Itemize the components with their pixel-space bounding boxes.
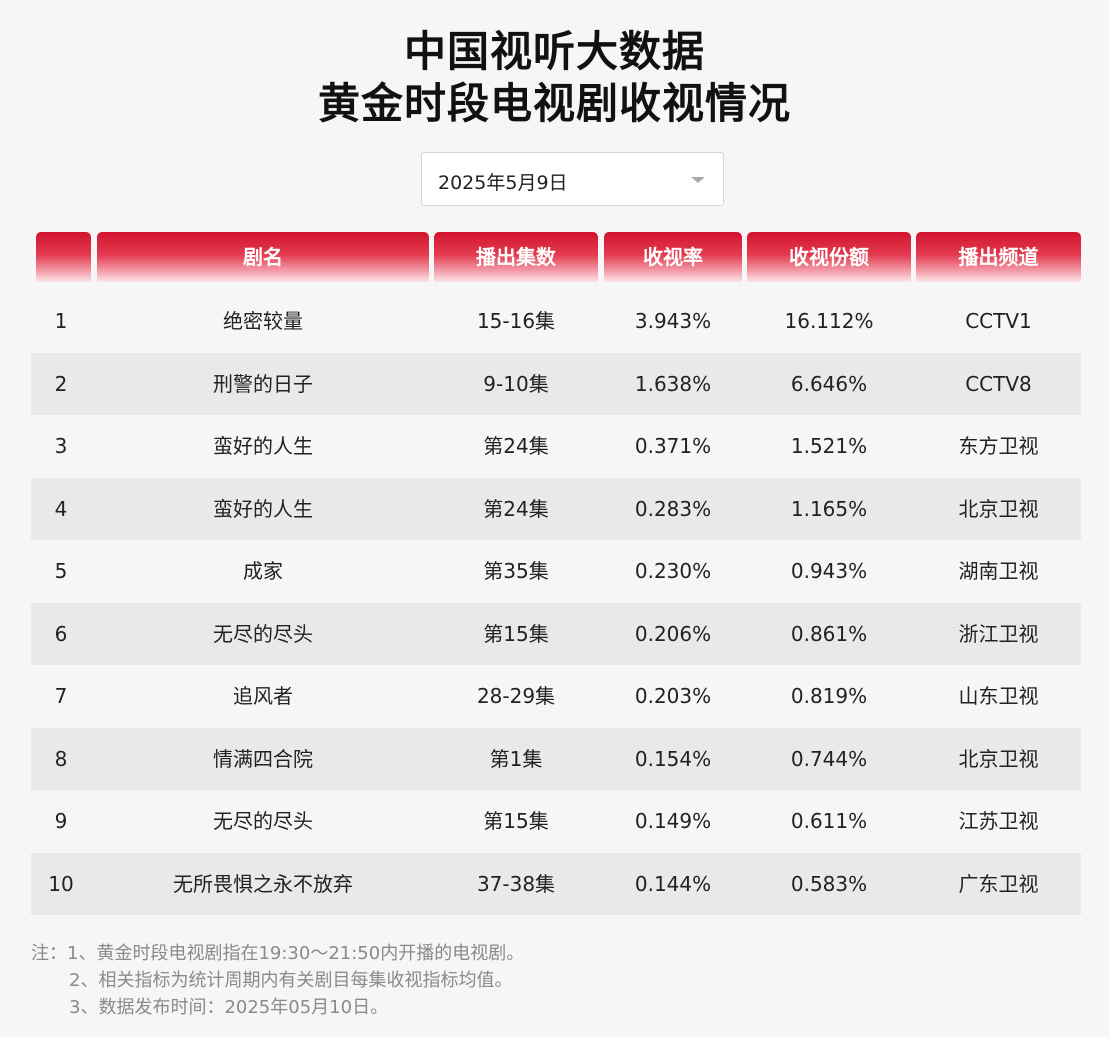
cell-rating: 0.144% (634, 871, 712, 896)
table-row: 9 无尽的尽头 第15集 0.149% 0.611% 江苏卫视 (31, 790, 1081, 853)
cell-rating: 0.230% (634, 559, 712, 583)
table-row: 7 追风者 28-29集 0.203% 0.819% 山东卫视 (31, 665, 1081, 728)
date-select[interactable]: 2025年5月9日 (421, 152, 724, 206)
table-row: 3 蛮好的人生 第24集 0.371% 1.521% 东方卫视 (31, 415, 1081, 478)
cell-episodes: 第15集 (483, 621, 549, 646)
table-row: 1 绝密较量 15-16集 3.943% 16.112% CCTV1 (31, 290, 1081, 353)
cell-rating: 0.154% (634, 746, 712, 771)
cell-share: 0.611% (790, 809, 868, 833)
cell-title: 蛮好的人生 (213, 496, 313, 521)
cell-rank: 8 (54, 746, 68, 771)
cell-share: 0.943% (790, 559, 868, 583)
cell-rank: 7 (54, 684, 68, 708)
cell-rating: 0.206% (634, 621, 712, 646)
cell-episodes: 第35集 (483, 559, 549, 583)
cell-channel: 江苏卫视 (958, 809, 1039, 833)
table-header: 剧名 播出集数 收视率 收视份额 播出频道 (31, 232, 1081, 282)
column-header-rating: 收视率 (604, 232, 742, 282)
column-header-share: 收视份额 (747, 232, 911, 282)
cell-episodes: 第24集 (483, 434, 549, 458)
cell-episodes: 第24集 (483, 496, 549, 521)
cell-channel: CCTV1 (965, 309, 1032, 333)
cell-channel: 山东卫视 (958, 684, 1039, 708)
cell-episodes: 第15集 (483, 809, 549, 833)
column-header-episodes: 播出集数 (434, 232, 598, 282)
footnotes: 注：1、黄金时段电视剧指在19:30～21:50内开播的电视剧。 2、相关指标为… (31, 940, 524, 1021)
table-row: 8 情满四合院 第1集 0.154% 0.744% 北京卫视 (31, 727, 1081, 790)
cell-title: 刑警的日子 (213, 371, 313, 396)
cell-share: 1.165% (790, 496, 868, 521)
cell-episodes: 第1集 (489, 746, 543, 771)
cell-title: 情满四合院 (213, 746, 313, 771)
cell-rating: 0.203% (634, 684, 712, 708)
cell-rank: 1 (54, 309, 68, 333)
cell-share: 0.744% (790, 746, 868, 771)
cell-title: 无尽的尽头 (213, 809, 313, 833)
cell-rating: 1.638% (634, 371, 712, 396)
cell-rank: 3 (54, 434, 68, 458)
chevron-down-icon[interactable] (691, 177, 705, 183)
page-subtitle: 黄金时段电视剧收视情况 (317, 79, 791, 128)
cell-rank: 6 (54, 621, 68, 646)
cell-rating: 0.149% (634, 809, 712, 833)
cell-channel: 北京卫视 (958, 746, 1039, 771)
ratings-table: 剧名 播出集数 收视率 收视份额 播出频道 1 绝密较量 15-16集 3.943% 1… (31, 232, 1081, 915)
cell-rating: 0.371% (634, 434, 712, 458)
cell-share: 16.112% (784, 309, 874, 333)
cell-title: 成家 (243, 559, 283, 583)
cell-channel: 广东卫视 (958, 871, 1039, 896)
cell-title: 无所畏惧之永不放弃 (173, 871, 353, 896)
table-row: 10 无所畏惧之永不放弃 37-38集 0.144% 0.583% 广东卫视 (31, 852, 1081, 915)
cell-channel: CCTV8 (965, 371, 1032, 396)
cell-rank: 10 (48, 871, 74, 896)
cell-channel: 湖南卫视 (958, 559, 1039, 583)
cell-channel: 浙江卫视 (958, 621, 1039, 646)
table-row: 4 蛮好的人生 第24集 0.283% 1.165% 北京卫视 (31, 477, 1081, 540)
column-header-channel: 播出频道 (916, 232, 1081, 282)
cell-channel: 北京卫视 (958, 496, 1039, 521)
cell-title: 蛮好的人生 (213, 434, 313, 458)
cell-episodes: 28-29集 (476, 684, 556, 708)
table-body: 1 绝密较量 15-16集 3.943% 16.112% CCTV1 2 刑警的日子 9-10集… (31, 290, 1081, 915)
cell-rank: 4 (54, 496, 68, 521)
cell-title: 无尽的尽头 (213, 621, 313, 646)
page-title: 中国视听大数据 (403, 27, 705, 76)
cell-share: 0.861% (790, 621, 868, 646)
cell-rating: 0.283% (634, 496, 712, 521)
cell-title: 绝密较量 (223, 309, 303, 333)
cell-episodes: 9-10集 (483, 371, 549, 396)
footnote-1: 注：1、黄金时段电视剧指在19:30～21:50内开播的电视剧。 (31, 943, 525, 964)
cell-episodes: 37-38集 (476, 871, 556, 896)
footnote-2: 2、相关指标为统计周期内有关剧目每集收视指标均值。 (69, 970, 513, 991)
column-header-title: 剧名 (97, 232, 429, 282)
cell-rank: 5 (54, 559, 68, 583)
table-row: 6 无尽的尽头 第15集 0.206% 0.861% 浙江卫视 (31, 602, 1081, 665)
date-select-value: 2025年5月9日 (438, 172, 568, 194)
footnote-3: 3、数据发布时间：2025年05月10日。 (69, 997, 389, 1018)
cell-title: 追风者 (233, 684, 293, 708)
cell-rank: 9 (54, 809, 68, 833)
cell-channel: 东方卫视 (958, 434, 1039, 458)
cell-share: 6.646% (790, 371, 868, 396)
cell-rating: 3.943% (634, 309, 712, 333)
cell-share: 1.521% (790, 434, 868, 458)
cell-rank: 2 (54, 371, 68, 396)
cell-share: 0.819% (790, 684, 868, 708)
table-row: 2 刑警的日子 9-10集 1.638% 6.646% CCTV8 (31, 352, 1081, 415)
cell-share: 0.583% (790, 871, 868, 896)
table-row: 5 成家 第35集 0.230% 0.943% 湖南卫视 (31, 540, 1081, 603)
column-header-rank (36, 232, 91, 282)
cell-episodes: 15-16集 (476, 309, 556, 333)
